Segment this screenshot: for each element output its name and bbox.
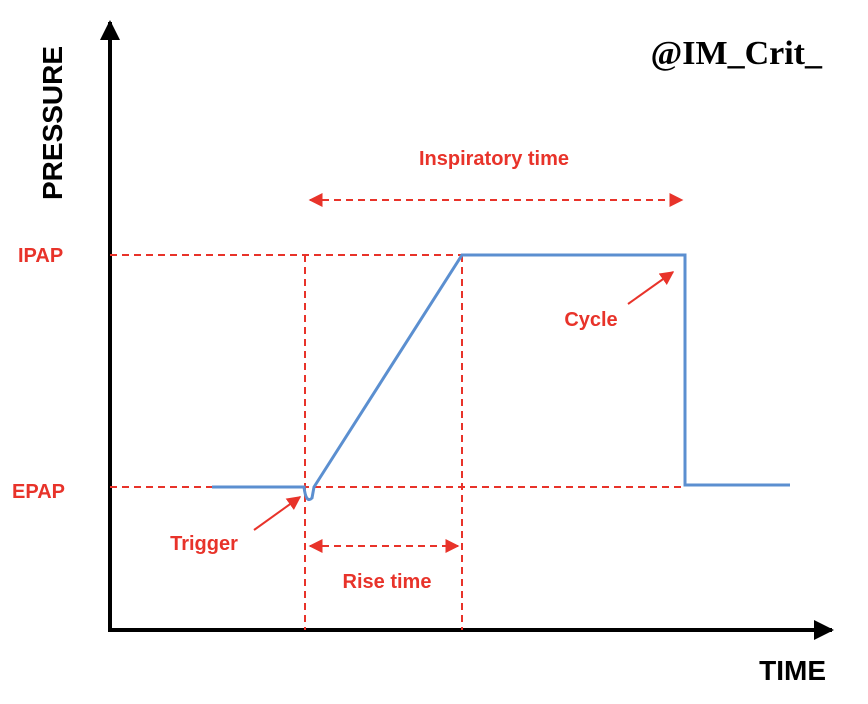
epap-label: EPAP xyxy=(12,481,65,503)
inspiratory-label: Inspiratory time xyxy=(419,148,569,170)
trigger-label: Trigger xyxy=(170,533,238,555)
watermark: @IM_Crit_ xyxy=(651,35,823,72)
cycle-label: Cycle xyxy=(564,309,617,331)
ipap-label: IPAP xyxy=(18,245,63,267)
trigger-arrow xyxy=(253,496,302,531)
cycle-arrow xyxy=(627,271,675,305)
rise-label: Rise time xyxy=(343,571,432,593)
x-axis-label: TIME xyxy=(759,655,826,686)
pressure-waveform xyxy=(212,253,790,502)
y-axis-label: PRESSURE xyxy=(37,46,68,200)
